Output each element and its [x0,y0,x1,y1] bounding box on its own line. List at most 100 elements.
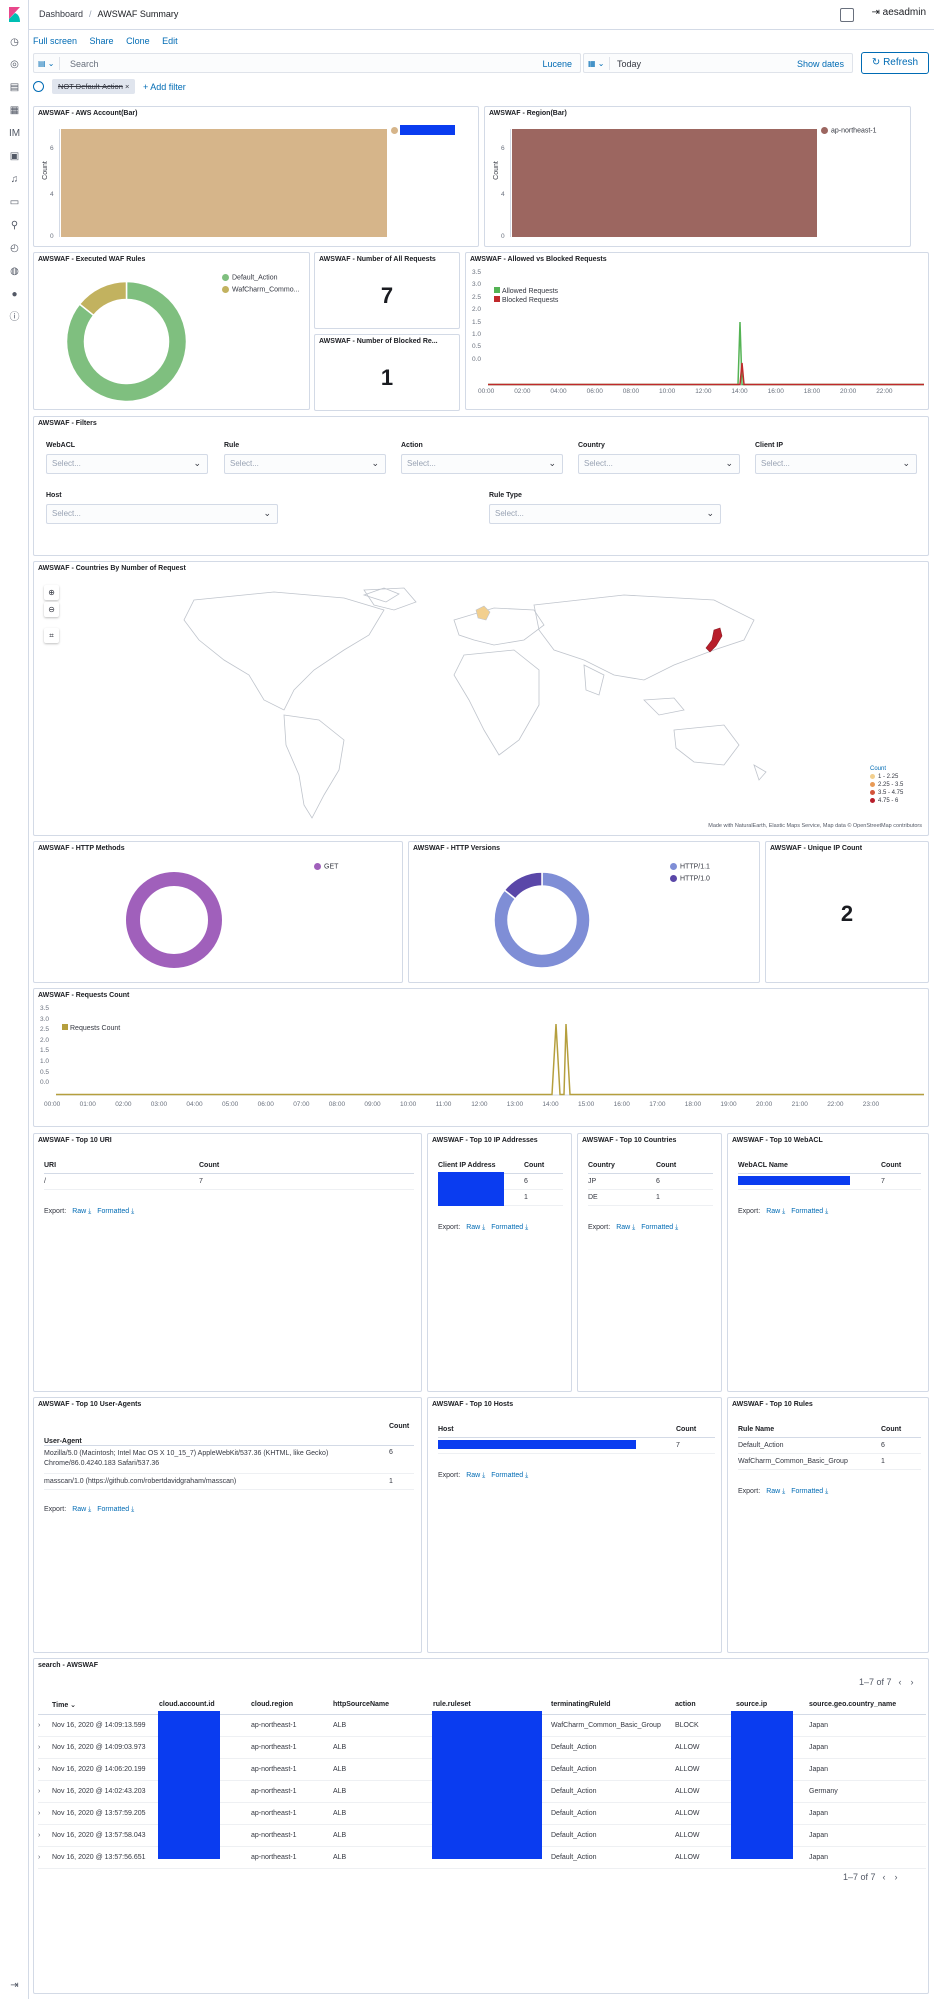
export-formatted-button[interactable]: Formatted ⤓ [97,1506,135,1513]
filter-label-action: Action [401,442,423,449]
export-links: Export: Raw ⤓ Formatted ⤓ [438,1472,529,1479]
metric-value: 1 [380,365,394,390]
export-formatted-button[interactable]: Formatted ⤓ [791,1488,829,1495]
panel-title: AWSWAF - Top 10 IP Addresses [432,1137,538,1144]
export-formatted-button[interactable]: Formatted ⤓ [491,1224,529,1231]
calendar-icon[interactable]: ▦ ⌄ [588,57,610,70]
query-language-button[interactable]: Lucene [542,59,572,69]
table-cell: Default_Action [551,1758,675,1781]
next-page-icon[interactable]: › [894,1872,898,1882]
clone-link[interactable]: Clone [126,36,150,46]
panel-title: AWSWAF - Filters [38,420,97,427]
panel-allowed-blocked: AWSWAF - Allowed vs Blocked Requests All… [465,252,929,410]
panel-http-methods: AWSWAF - HTTP Methods GET [33,841,403,983]
rule-type-select[interactable]: Select... ⌄ [489,504,721,524]
next-page-icon[interactable]: › [910,1677,914,1687]
filter-options-icon[interactable] [33,81,44,92]
redacted-source-ips [731,1711,793,1859]
export-formatted-button[interactable]: Formatted ⤓ [491,1472,529,1479]
user-menu[interactable]: ⇥ aesadmin [871,7,926,18]
export-raw-button[interactable]: Raw ⤓ [72,1208,92,1215]
export-raw-button[interactable]: Raw ⤓ [72,1506,92,1513]
action-select[interactable]: Select... ⌄ [401,454,563,474]
col-header: cloud.region [251,1696,333,1715]
y-tick: 6 [501,145,505,152]
host-select[interactable]: Select... ⌄ [46,504,278,524]
export-raw-button[interactable]: Raw ⤓ [616,1224,636,1231]
expand-row-icon[interactable]: › [38,1758,52,1781]
expand-row-icon[interactable]: › [38,1736,52,1759]
kibana-logo-icon[interactable] [7,7,22,22]
expand-row-icon[interactable]: › [38,1824,52,1847]
export-formatted-button[interactable]: Formatted ⤓ [791,1208,829,1215]
table-cell: Default_Action [551,1802,675,1825]
bar-region[interactable] [512,129,817,237]
table-cell: ALLOW [675,1758,736,1781]
user-icon[interactable]: ● [11,289,18,300]
date-picker[interactable]: ▦ ⌄ Today Show dates [583,53,853,73]
visualize-icon[interactable]: ▤ [9,82,20,93]
edit-link[interactable]: Edit [162,36,178,46]
expand-row-icon[interactable]: › [38,1714,52,1737]
rule-select[interactable]: Select... ⌄ [224,454,386,474]
alert-icon[interactable]: ♫ [10,174,19,185]
requests-count-plot [56,1023,924,1096]
filter-pill[interactable]: NOT Default-Action × [52,79,136,94]
expand-row-icon[interactable]: › [38,1780,52,1803]
bar-account[interactable] [61,129,387,237]
clock-icon[interactable]: ◷ [10,37,19,48]
table-row: Mozilla/5.0 (Macintosh; Intel Mac OS X 1… [44,1445,414,1474]
zoom-in-icon[interactable]: ⊕ [44,585,59,600]
saved-query-icon[interactable]: ▤ ⌄ [38,57,60,70]
table-row[interactable]: › Nov 16, 2020 @ 14:09:03.973 ap-northeast… [38,1736,926,1759]
draw-shape-icon[interactable]: ⌗ [44,628,59,643]
refresh-button[interactable]: ↻ Refresh [861,52,929,74]
uptime-icon[interactable]: ◴ [10,243,19,254]
security-icon[interactable]: ◍ [10,266,19,277]
country-select[interactable]: Select... ⌄ [578,454,740,474]
fullscreen-icon[interactable] [840,8,854,22]
export-raw-button[interactable]: Raw ⤓ [466,1472,486,1479]
console-icon[interactable]: ▭ [9,197,20,208]
client-ip-select[interactable]: Select... ⌄ [755,454,917,474]
table-cell: Default_Action [551,1736,675,1759]
zoom-out-icon[interactable]: ⊖ [44,602,59,617]
export-raw-button[interactable]: Raw ⤓ [766,1208,786,1215]
table-row[interactable]: › Nov 16, 2020 @ 14:02:43.203 ap-northeast… [38,1780,926,1803]
add-filter-button[interactable]: + Add filter [143,82,186,92]
expand-row-icon[interactable]: › [38,1846,52,1869]
export-formatted-button[interactable]: Formatted ⤓ [97,1208,135,1215]
share-link[interactable]: Share [89,36,114,46]
table-cell: ALLOW [675,1824,736,1847]
collapse-nav-icon[interactable]: ⇥ [10,1980,19,1991]
remove-filter-icon: × [124,82,130,91]
maps-icon[interactable]: ⚲ [10,220,19,231]
x-tick: 12:00 [471,1101,488,1108]
world-map[interactable] [154,580,834,825]
export-raw-button[interactable]: Raw ⤓ [766,1488,786,1495]
table-cell: ALLOW [675,1846,736,1869]
export-raw-button[interactable]: Raw ⤓ [466,1224,486,1231]
ml-icon[interactable]: IM [8,128,21,139]
show-dates-button[interactable]: Show dates [796,59,844,69]
webacl-select[interactable]: Select... ⌄ [46,454,208,474]
legend-dot [391,127,398,134]
prev-page-icon[interactable]: ‹ [882,1872,886,1882]
y-axis-label: Count [41,161,49,180]
table-row: masscan/1.0 (https://github.com/robertda… [44,1473,414,1490]
breadcrumb-dashboard[interactable]: Dashboard [39,9,84,19]
compass-icon[interactable]: ◎ [10,59,19,70]
col-header-time[interactable]: Time ⌄ [52,1696,159,1715]
search-input[interactable]: ▤ ⌄ Search Lucene [33,53,581,73]
filter-label-client-ip: Client IP [755,442,784,449]
info-icon[interactable]: ⓘ [9,312,20,323]
prev-page-icon[interactable]: ‹ [898,1677,902,1687]
table-cell: Japan [809,1758,926,1781]
export-formatted-button[interactable]: Formatted ⤓ [641,1224,679,1231]
canvas-icon[interactable]: ▣ [9,151,20,162]
expand-row-icon[interactable]: › [38,1802,52,1825]
fullscreen-link[interactable]: Full screen [33,36,78,46]
dashboard-icon[interactable]: ▦ [9,105,20,116]
panel-top-hosts: AWSWAF - Top 10 Hosts Host Count 7 Export… [427,1397,722,1653]
col-header: source.geo.country_name [809,1696,926,1715]
